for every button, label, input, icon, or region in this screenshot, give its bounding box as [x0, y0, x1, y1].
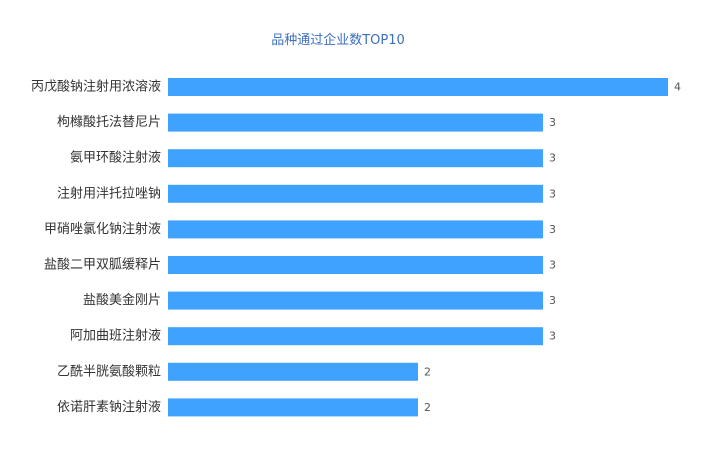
value-label: 2: [424, 401, 431, 414]
bar[interactable]: [168, 291, 543, 310]
bar[interactable]: [168, 149, 543, 168]
bar[interactable]: [168, 78, 668, 96]
value-label: 4: [674, 81, 681, 94]
category-label: 氨甲环酸注射液: [70, 150, 161, 166]
value-label: 3: [549, 223, 556, 236]
bars-group: 丙戊酸钠注射用浓溶液 4 枸橼酸托法替尼片 3 氨甲环酸注射液 3 注射用泮托拉唑钠 3 甲硝唑…: [31, 78, 681, 417]
value-label: 3: [549, 330, 556, 343]
value-label: 2: [424, 365, 431, 378]
bar[interactable]: [168, 362, 418, 381]
bar[interactable]: [168, 327, 543, 346]
bar[interactable]: [168, 113, 543, 132]
category-label: 盐酸二甲双胍缓释片: [44, 258, 161, 273]
value-label: 3: [549, 259, 556, 272]
category-label: 阿加曲班注射液: [70, 328, 161, 344]
category-label: 丙戊酸钠注射用浓溶液: [31, 79, 161, 95]
bar[interactable]: [168, 184, 543, 203]
chart-title: 品种通过企业数TOP10: [271, 32, 405, 48]
bar[interactable]: [168, 220, 543, 239]
category-label: 注射用泮托拉唑钠: [57, 185, 161, 201]
value-label: 3: [549, 187, 556, 200]
category-label: 盐酸美金刚片: [83, 292, 161, 308]
bar[interactable]: [168, 256, 543, 274]
category-label: 枸橼酸托法替尼片: [57, 115, 161, 130]
value-label: 3: [549, 294, 556, 307]
category-label: 乙酰半胱氨酸颗粒: [57, 364, 161, 379]
value-label: 3: [549, 116, 556, 129]
category-label: 甲硝唑氯化钠注射液: [44, 221, 161, 237]
value-label: 3: [549, 152, 556, 165]
bar[interactable]: [168, 398, 418, 417]
category-label: 依诺肝素钠注射液: [57, 399, 161, 415]
